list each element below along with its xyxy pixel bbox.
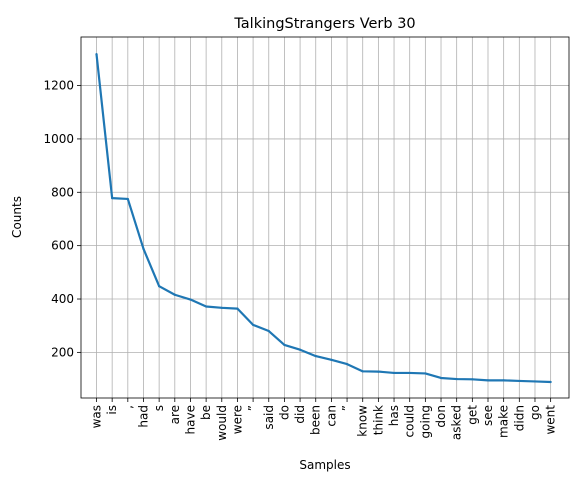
y-tick-label: 1000 [43,132,74,146]
x-tick-label: was [90,405,104,428]
x-tick-label: is [105,405,119,415]
y-tick-label: 400 [51,292,74,306]
x-tick-label: would [215,405,229,441]
x-tick-label: be [199,405,213,420]
data-point [236,307,239,310]
data-point [471,378,474,381]
data-point [220,306,223,309]
y-tick-label: 200 [51,345,74,359]
x-tick-label: going [418,405,432,439]
data-point [533,380,537,383]
x-tick-label: ” [340,405,354,411]
x-tick-label: are [168,405,182,424]
x-tick-label: know [356,405,370,437]
x-axis-label: Samples [299,458,350,472]
data-point [439,376,443,380]
data-point [408,371,411,375]
data-point [314,355,317,358]
data-point [111,197,114,200]
x-tick-label: ” [246,405,260,411]
x-tick-label: , [121,405,135,409]
x-tick-label: get [465,405,479,425]
x-tick-label: make [497,405,511,438]
data-point [189,298,192,301]
x-tick-label: been [309,405,323,435]
x-tick-label: s [152,405,166,411]
x-tick-label: went [544,405,558,435]
x-tick-label: didn [512,405,526,431]
x-tick-label: did [293,405,307,424]
data-point [518,379,521,383]
data-point [361,370,364,373]
data-point [298,348,302,351]
data-point [455,377,458,381]
data-point [377,370,380,373]
x-tick-label: were [230,405,244,434]
data-point [252,323,255,326]
y-axis: 200 400 600 800 1000 1200 [43,79,81,359]
x-tick-label: has [387,405,401,426]
plot-frame [80,36,570,399]
x-tick-label: can [324,405,338,427]
x-tick-label: asked [450,405,464,440]
data-point [158,285,161,288]
series-line [95,53,551,384]
y-tick-label: 600 [51,239,74,253]
y-axis-label: Counts [10,196,24,238]
y-tick-label: 800 [51,185,74,199]
x-axis: was is, had s are have be would were” said do did be… [90,398,558,441]
data-point [205,305,208,308]
data-point [267,329,270,333]
x-tick-label: think [371,405,385,435]
grid [81,37,569,398]
data-point [392,371,396,375]
data-point [502,379,505,382]
data-point [173,293,176,296]
x-tick-label: see [481,405,495,426]
data-point [345,363,349,366]
x-tick-label: don [434,405,448,428]
x-tick-label: go [528,405,542,420]
data-point [142,247,145,250]
series-layer [95,52,552,384]
data-point [95,52,98,56]
y-tick-label: 1200 [43,79,74,93]
x-tick-label: had [136,405,150,428]
data-point [126,197,129,201]
x-tick-label: could [403,405,417,438]
data-point [330,358,333,361]
data-point [424,372,427,375]
x-tick-label: have [183,405,197,434]
data-point [283,343,286,346]
chart-title: TalkingStrangers Verb 30 [233,16,415,32]
data-point [486,379,490,382]
data-point [549,380,552,384]
x-tick-label: said [262,405,276,430]
x-tick-label: do [277,405,291,420]
